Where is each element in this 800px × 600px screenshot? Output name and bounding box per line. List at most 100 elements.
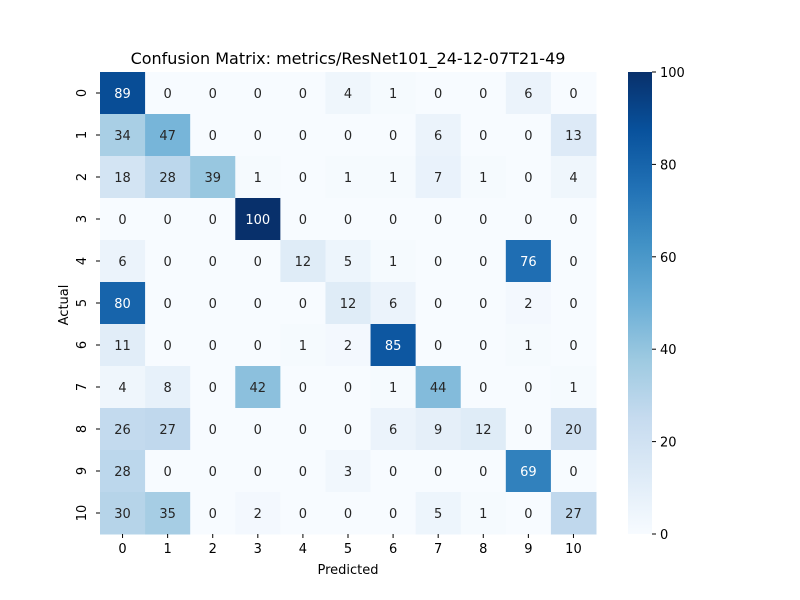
cell-value-label: 0 xyxy=(344,129,352,144)
cell-value-label: 0 xyxy=(299,213,307,228)
heatmap-cell xyxy=(145,240,191,283)
heatmap-cell xyxy=(100,240,146,283)
y-tick-label: 7 xyxy=(75,383,90,391)
heatmap-cell xyxy=(235,450,281,493)
cell-value-label: 0 xyxy=(434,255,442,270)
heatmap-cell xyxy=(100,408,146,451)
cell-value-label: 0 xyxy=(209,423,217,438)
heatmap-cell xyxy=(145,366,191,409)
cell-value-label: 0 xyxy=(479,213,487,228)
cell-value-label: 0 xyxy=(434,465,442,480)
x-tick-label: 2 xyxy=(209,542,217,557)
cell-value-label: 0 xyxy=(299,171,307,186)
heatmap-cell xyxy=(505,198,552,241)
cell-value-label: 0 xyxy=(479,381,487,396)
heatmap-cell xyxy=(550,72,597,115)
cell-value-label: 0 xyxy=(209,507,217,522)
heatmap-cell xyxy=(235,366,281,409)
y-tick-label: 1 xyxy=(75,131,90,139)
heatmap-cell xyxy=(460,492,507,535)
cell-value-label: 1 xyxy=(524,339,532,354)
cell-value-label: 85 xyxy=(385,339,402,354)
cell-value-label: 0 xyxy=(569,297,577,312)
cell-value-label: 0 xyxy=(569,465,577,480)
heatmap-cell xyxy=(460,198,507,241)
cell-value-label: 11 xyxy=(114,339,131,354)
cell-value-label: 69 xyxy=(520,465,537,480)
colorbar-tick-label: 60 xyxy=(660,251,677,266)
cell-value-label: 0 xyxy=(163,255,171,270)
heatmap-cell xyxy=(460,408,507,451)
cell-value-label: 0 xyxy=(254,339,262,354)
heatmap-cell xyxy=(325,408,372,451)
colorbar-tick-label: 0 xyxy=(660,528,668,543)
y-tick-label: 5 xyxy=(75,299,90,307)
heatmap-cell xyxy=(325,324,372,367)
cell-value-label: 0 xyxy=(299,381,307,396)
heatmap-cell xyxy=(415,492,462,535)
cell-value-label: 6 xyxy=(389,423,397,438)
cell-value-label: 12 xyxy=(340,297,357,312)
heatmap-cell xyxy=(550,240,597,283)
heatmap-cell xyxy=(190,72,236,115)
cell-value-label: 0 xyxy=(524,381,532,396)
heatmap-cell xyxy=(190,198,236,241)
cell-value-label: 26 xyxy=(114,423,131,438)
cell-value-label: 34 xyxy=(114,129,131,144)
cell-value-label: 9 xyxy=(434,423,442,438)
cell-value-label: 1 xyxy=(569,381,577,396)
cell-value-label: 0 xyxy=(569,87,577,102)
colorbar xyxy=(628,72,652,534)
cell-value-label: 1 xyxy=(479,507,487,522)
heatmap-cell xyxy=(505,240,552,283)
cell-value-label: 0 xyxy=(163,339,171,354)
x-axis-label: Predicted xyxy=(317,563,378,578)
heatmap-cell xyxy=(145,492,191,535)
cell-value-label: 0 xyxy=(344,423,352,438)
cell-value-label: 2 xyxy=(524,297,532,312)
cell-value-label: 0 xyxy=(569,255,577,270)
colorbar-tick-label: 20 xyxy=(660,436,677,451)
heatmap-cell xyxy=(190,156,236,199)
heatmap-cell xyxy=(370,492,417,535)
heatmap-cell xyxy=(190,408,236,451)
heatmap-cell xyxy=(190,450,236,493)
heatmap-cell xyxy=(370,282,417,325)
heatmap-cell xyxy=(235,198,281,241)
heatmap-cell xyxy=(370,366,417,409)
cell-value-label: 42 xyxy=(250,381,267,396)
heatmap-cell xyxy=(145,408,191,451)
heatmap-cell xyxy=(235,156,281,199)
heatmap-cell xyxy=(100,492,146,535)
heatmap-cell xyxy=(460,366,507,409)
cell-value-label: 0 xyxy=(389,507,397,522)
y-axis-label: Actual xyxy=(57,285,72,326)
cell-value-label: 2 xyxy=(344,339,352,354)
heatmap-cell xyxy=(550,114,597,157)
x-tick-label: 10 xyxy=(565,542,582,557)
heatmap-cell xyxy=(550,156,597,199)
heatmap-cell xyxy=(280,240,326,283)
heatmap-cell xyxy=(415,156,462,199)
heatmap-cell xyxy=(460,72,507,115)
cell-value-label: 0 xyxy=(209,339,217,354)
cell-value-label: 39 xyxy=(204,171,221,186)
cell-value-label: 4 xyxy=(344,87,352,102)
cell-value-label: 28 xyxy=(159,171,176,186)
heatmap-cell xyxy=(190,240,236,283)
heatmap-cell xyxy=(415,282,462,325)
heatmap-cell xyxy=(505,492,552,535)
cell-value-label: 0 xyxy=(524,213,532,228)
heatmap-cell xyxy=(460,114,507,157)
cell-value-label: 0 xyxy=(254,297,262,312)
heatmap-cell xyxy=(505,324,552,367)
heatmap-cell xyxy=(235,492,281,535)
y-tick-label: 2 xyxy=(75,173,90,181)
heatmap-cell xyxy=(550,366,597,409)
heatmap-cell xyxy=(505,408,552,451)
cell-value-label: 4 xyxy=(569,171,577,186)
cell-value-label: 18 xyxy=(114,171,131,186)
cell-value-label: 0 xyxy=(299,507,307,522)
heatmap-cell xyxy=(100,450,146,493)
